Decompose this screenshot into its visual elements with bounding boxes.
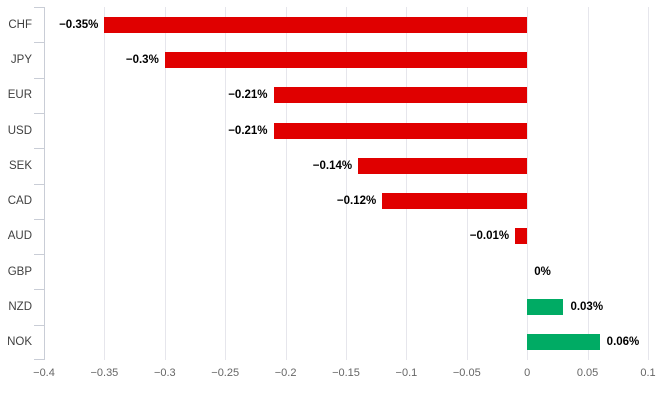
bar-row: 0.03% xyxy=(44,289,648,324)
x-axis-tick-label: 0.1 xyxy=(640,367,656,379)
bar-value-label: −0.14% xyxy=(312,159,353,172)
bar-value-label: −0.3% xyxy=(125,53,159,66)
bar-value-label: 0.03% xyxy=(570,301,604,314)
bar-value-label: 0.06% xyxy=(606,336,640,349)
gridline xyxy=(406,7,408,360)
bar xyxy=(273,122,528,139)
bar-value-label: −0.01% xyxy=(469,230,510,243)
x-axis-tick-labels: −0.4 −0.35 −0.3 −0.25 −0.2 −0.15 −0.1 −0.05 0 0.0… xyxy=(33,364,656,384)
x-axis-tick-label: −0.2 xyxy=(274,367,297,379)
gridline xyxy=(527,7,529,360)
category-label: EUR xyxy=(7,89,32,102)
bar xyxy=(273,87,528,104)
x-axis-tick-label: −0.3 xyxy=(153,367,176,379)
y-axis-tick xyxy=(34,254,44,255)
bar-row: −0.12% xyxy=(44,184,648,219)
y-axis-category-labels: CHF JPY EUR USD SEK CAD AUD GBP NZD NOK xyxy=(0,7,44,360)
bar-row: −0.01% xyxy=(44,219,648,254)
x-axis-tick-label: 0.05 xyxy=(576,367,599,379)
y-axis-tick xyxy=(34,289,44,290)
x-axis-tick-label: −0.25 xyxy=(211,367,240,379)
gridline xyxy=(104,7,106,360)
category-label: NZD xyxy=(8,301,32,314)
y-axis-tick xyxy=(34,184,44,185)
bar xyxy=(527,334,600,351)
y-axis-line xyxy=(44,7,45,360)
bar-row: 0% xyxy=(44,254,648,289)
bar-row: −0.21% xyxy=(44,78,648,113)
bar-value-label: −0.35% xyxy=(59,18,99,31)
bar xyxy=(164,51,528,68)
category-label: JPY xyxy=(10,53,32,66)
plot-area: −0.35% −0.3% −0.21% −0.21% −0.14% −0.12% −0.01… xyxy=(34,7,649,360)
category-label: NOK xyxy=(7,336,32,349)
category-label: CHF xyxy=(8,18,32,31)
gridline xyxy=(346,7,347,360)
category-label: SEK xyxy=(8,159,32,172)
bar-value-label: −0.12% xyxy=(336,195,377,208)
x-axis-tick-label: −0.05 xyxy=(452,367,481,379)
bar-value-label: −0.21% xyxy=(228,124,268,137)
bar xyxy=(515,228,528,245)
category-label: USD xyxy=(7,124,32,137)
bar xyxy=(104,16,528,33)
category-label: AUD xyxy=(7,230,32,243)
y-axis-tick xyxy=(34,219,44,220)
gridline xyxy=(225,7,227,360)
bar xyxy=(527,299,564,316)
bar-row: 0.06% xyxy=(44,325,648,360)
bar-row: −0.14% xyxy=(44,148,648,183)
x-axis-tick-label: −0.15 xyxy=(332,367,360,379)
y-axis-tick xyxy=(34,148,44,149)
x-axis-tick-label: −0.4 xyxy=(33,367,55,379)
x-axis-tick-label: 0 xyxy=(524,367,531,379)
y-axis-tick xyxy=(34,78,44,79)
x-axis-tick-label: −0.1 xyxy=(395,367,418,379)
y-axis-tick xyxy=(34,7,44,8)
gridline xyxy=(648,7,649,360)
y-axis-tick xyxy=(34,325,44,326)
bar xyxy=(382,193,528,210)
bar-value-label: −0.21% xyxy=(228,89,268,102)
x-axis-tick-label: −0.35 xyxy=(90,367,119,379)
y-axis-tick xyxy=(34,42,44,43)
bar-row: −0.21% xyxy=(44,113,648,148)
bar-row: −0.3% xyxy=(44,42,648,77)
bar xyxy=(358,157,528,174)
bar-row: −0.35% xyxy=(44,7,648,42)
y-axis-tick xyxy=(34,359,44,360)
category-label: CAD xyxy=(7,195,32,208)
gridline xyxy=(164,7,166,360)
gridline xyxy=(285,7,287,360)
category-label: GBP xyxy=(7,265,32,278)
y-axis-tick xyxy=(34,113,44,114)
gridline xyxy=(587,7,589,360)
bar-value-label: 0% xyxy=(534,265,551,278)
gridline xyxy=(466,7,468,360)
